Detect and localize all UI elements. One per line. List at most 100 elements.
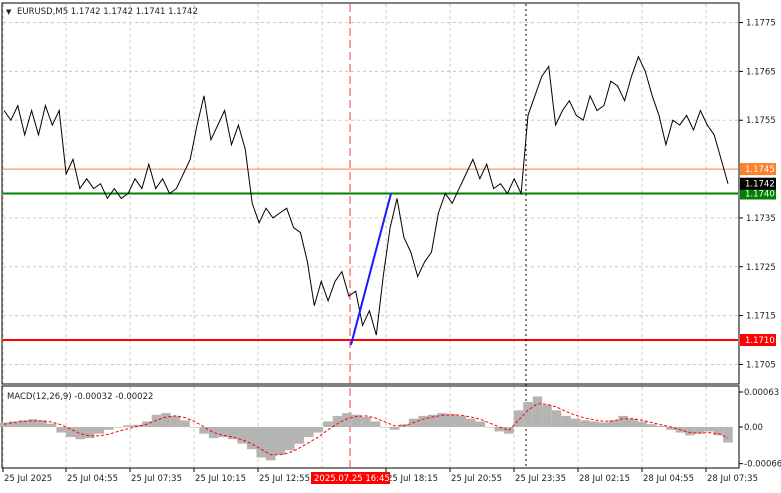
macd-bar: [446, 414, 457, 427]
macd-bar: [589, 421, 600, 427]
time-tick-label: 28 Jul 04:55: [643, 474, 694, 484]
macd-bar: [65, 427, 76, 437]
dropdown-arrow-icon[interactable]: ▼: [6, 8, 12, 16]
orange-level-tag-label: 1.1745: [745, 165, 775, 175]
time-tick-label: 25 Jul 07:35: [131, 474, 182, 484]
macd-bar: [0, 422, 9, 427]
macd-bar: [494, 427, 505, 432]
time-tick-label: 25 Jul 2025: [4, 474, 52, 484]
macd-bar: [599, 422, 609, 427]
macd-bar: [704, 427, 714, 432]
macd-bar: [151, 414, 162, 427]
green-level-tag-label: 1.1740: [745, 190, 775, 200]
macd-bar: [123, 425, 133, 427]
macd-title: MACD(12,26,9) -0.00032 -0.00022: [7, 392, 153, 402]
macd-bar: [418, 415, 428, 427]
price-tick-label: 1.1765: [746, 67, 776, 77]
time-tick-label: 25 Jul 18:15: [387, 474, 438, 484]
macd-bar: [713, 427, 724, 436]
macd-bar: [104, 427, 114, 430]
macd-bar: [56, 427, 66, 433]
price-tick-label: 1.1755: [746, 116, 776, 126]
macd-bar: [580, 420, 590, 427]
green-level-tag: [740, 187, 776, 200]
macd-bar: [132, 424, 143, 427]
macd-bar: [170, 415, 181, 427]
macd-bar: [218, 427, 228, 437]
macd-bar: [466, 418, 476, 427]
time-tick-label: 25 Jul 12:55: [259, 474, 310, 484]
macd-bar: [485, 427, 495, 428]
macd-bar: [313, 427, 324, 433]
red-level-tag-label: 1.1710: [745, 336, 775, 346]
macd-bar: [608, 420, 619, 427]
macd-bar: [246, 427, 257, 450]
macd-bar: [618, 415, 628, 427]
macd-bar: [94, 427, 105, 434]
macd-bar: [27, 419, 38, 427]
macd-tick-label: -0.00066: [744, 460, 781, 470]
macd-bar: [361, 417, 371, 427]
macd-bar: [285, 427, 295, 451]
macd-bar: [370, 421, 381, 427]
current-price-label: 1.1742: [745, 180, 775, 190]
macd-bar: [332, 415, 343, 427]
macd-bar: [75, 427, 85, 440]
horizontal-levels: [3, 168, 738, 342]
macd-bar: [380, 427, 390, 428]
macd-bar: [180, 420, 190, 427]
macd-bar: [342, 413, 352, 427]
macd-tick-label: 0.00063: [744, 388, 779, 398]
macd-bar: [304, 427, 314, 437]
macd-bar: [561, 415, 571, 427]
macd-bar: [208, 427, 219, 439]
macd-bar: [456, 415, 467, 427]
red-level-tag: [740, 334, 776, 347]
grid: [2, 4, 738, 467]
macd-bar: [323, 421, 333, 427]
macd-bar: [389, 427, 400, 430]
price-tick-label: 1.1775: [746, 19, 776, 29]
macd-bar: [685, 427, 695, 436]
price-panel[interactable]: [1, 2, 740, 385]
macd-bar: [551, 410, 562, 427]
time-marker-label: 2025.07.25 16:45: [314, 474, 390, 484]
macd-bar: [199, 427, 209, 434]
macd-bar: [275, 427, 286, 455]
macd-bar: [694, 427, 705, 434]
price-tick-label: 1.1725: [746, 263, 776, 273]
current-price-tag: [740, 177, 776, 190]
macd-bar: [84, 427, 95, 439]
macd-bar: [513, 410, 524, 427]
orange-level-tag: [740, 163, 776, 176]
macd-bar: [237, 427, 247, 444]
macd-bar: [427, 414, 438, 427]
time-tick-label: 28 Jul 02:15: [579, 474, 630, 484]
macd-bar: [647, 424, 657, 427]
macd-bar: [570, 418, 581, 427]
macd-bar: [37, 420, 47, 427]
macd-bar: [161, 413, 171, 427]
time-tick-label: 28 Jul 07:35: [707, 474, 758, 484]
time-tick-label: 25 Jul 04:55: [67, 474, 118, 484]
price-line: [3, 55, 729, 336]
macd-bar: [351, 414, 362, 427]
time-marker-tag: [311, 472, 390, 484]
macd-bar: [113, 427, 124, 428]
trend-line: [350, 193, 392, 346]
macd-bar: [256, 427, 266, 458]
macd-bar: [475, 421, 486, 427]
macd-bar: [532, 396, 543, 427]
macd-bar: [627, 418, 638, 427]
price-tick-label: 1.1735: [746, 214, 776, 224]
macd-bar: [656, 425, 667, 427]
macd-bar: [637, 421, 648, 427]
time-tick-label: 25 Jul 10:15: [195, 474, 246, 484]
price-line-group: [3, 55, 729, 346]
macd-tick-label: 0.00: [744, 423, 763, 433]
macd-bar: [666, 427, 676, 430]
price-axis: 1.1775 1.1765 1.1755 1.1735 1.1725 1.1715 1.17…: [739, 19, 776, 370]
macd-bar: [18, 420, 28, 427]
macd-bar: [189, 427, 200, 428]
